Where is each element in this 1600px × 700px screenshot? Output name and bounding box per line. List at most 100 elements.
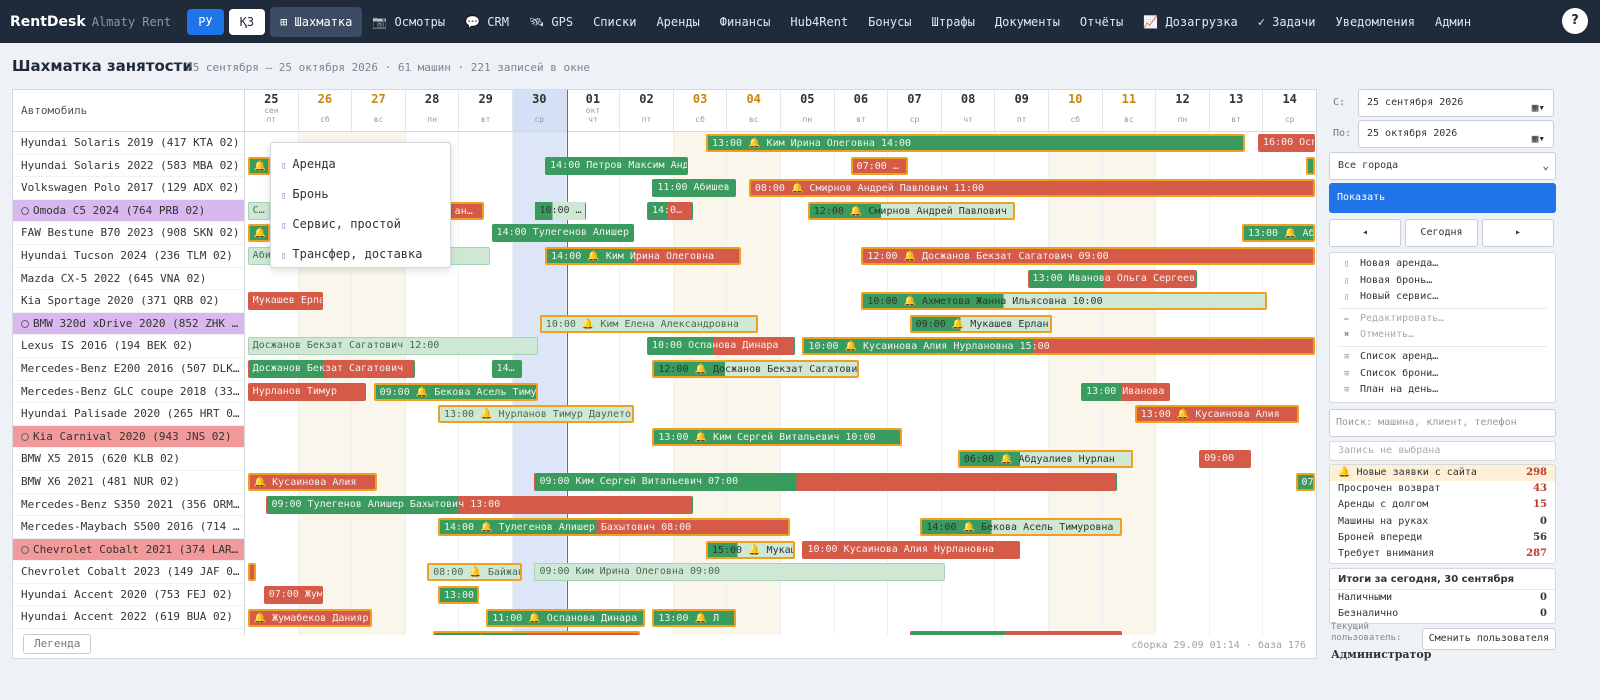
- booking-bar[interactable]: 14:00 🔔 Бекова Асель Тимуровна: [920, 518, 1123, 537]
- booking-bar[interactable]: 14:00 🔔 Тулегенов Алишер Бахытович 08:00: [437, 518, 790, 537]
- lang-kz-button[interactable]: ҚЗ: [228, 8, 266, 35]
- car-row[interactable]: Lexus IS 2016 (194 BEK 02): [13, 335, 244, 358]
- booking-bar[interactable]: Мукашев Ерлан: [247, 292, 324, 311]
- booking-bar[interactable]: 10:00 🔔 Ким Елена Александровна: [539, 314, 758, 333]
- car-row[interactable]: Hyundai Tucson 2024 (236 TLM 02): [13, 245, 244, 268]
- booking-bar[interactable]: 14:00 Тулегенов Алишер: [491, 224, 635, 243]
- context-menu-item[interactable]: ▯ Аренда: [271, 149, 450, 179]
- action-item[interactable]: ≡ План на день…: [1330, 382, 1555, 399]
- booking-bar[interactable]: 10:00 🔔 Кусаинова Алия Нурлановна 15:00: [802, 337, 1315, 356]
- nav-item[interactable]: 📈 Дозагрузка: [1143, 14, 1238, 29]
- calendar-icon[interactable]: ▦▾: [1531, 132, 1545, 145]
- booking-bar[interactable]: 16:00 Оспанова: [1258, 134, 1315, 152]
- stat-row[interactable]: Требует внимания 287: [1330, 546, 1555, 562]
- booking-bar[interactable]: 🔔: [247, 224, 270, 243]
- booking-bar[interactable]: 🔔 Жумабеков Данияр: [247, 608, 372, 627]
- nav-item[interactable]: Уведомления: [1335, 14, 1415, 29]
- nav-item[interactable]: Отчёты: [1079, 14, 1124, 29]
- car-row[interactable]: Mercedes-Benz E200 2016 (507 DLK 02): [13, 358, 244, 381]
- booking-bar[interactable]: 14:0…: [647, 201, 694, 220]
- car-row[interactable]: Chevrolet Cobalt 2023 (149 JAF 02): [13, 561, 244, 584]
- nav-item[interactable]: ✓ Задачи: [1257, 14, 1316, 29]
- booking-bar[interactable]: 13:00 🔔 Кусаинова Алия: [1134, 405, 1299, 424]
- booking-bar[interactable]: 13:00 🔔 Нурланов Тимур Даулетович: [437, 405, 635, 424]
- lang-ru-button[interactable]: РУ: [187, 8, 224, 35]
- car-row[interactable]: Kia Carnival 2020 (943 JNS 02): [13, 425, 244, 449]
- help-button[interactable]: ?: [1562, 8, 1588, 34]
- action-item[interactable]: ▯ Новый сервис…: [1330, 289, 1555, 306]
- booking-bar[interactable]: 13:00 🔔 Л: [652, 608, 737, 627]
- booking-bar[interactable]: 11:00 Абишев: [652, 179, 737, 198]
- booking-bar[interactable]: 10:00 Кусаинова Алия Нурлановна: [802, 540, 1021, 559]
- car-row[interactable]: FAW Bestune B70 2023 (908 SKN 02): [13, 222, 244, 245]
- booking-bar[interactable]: Нурланов Тимур: [247, 382, 367, 401]
- booking-bar[interactable]: 14…: [491, 360, 522, 378]
- nav-item[interactable]: Документы: [994, 14, 1060, 29]
- car-row[interactable]: Hyundai Solaris 2022 (583 MBA 02): [13, 155, 244, 178]
- stat-row[interactable]: Просрочен возврат 43: [1330, 481, 1555, 497]
- car-row[interactable]: Mercedes-Maybach S500 2016 (714 MYB 02): [13, 516, 244, 539]
- prev-period-button[interactable]: ◂: [1329, 219, 1401, 247]
- car-row[interactable]: Mercedes-Benz GLC coupe 2018 (333 AAA 02…: [13, 381, 244, 404]
- stat-row[interactable]: Аренды с долгом 15: [1330, 497, 1555, 513]
- car-row[interactable]: BMW X6 2021 (481 NUR 02): [13, 471, 244, 494]
- booking-bar[interactable]: 🔔: [247, 563, 257, 582]
- car-row[interactable]: Hyundai Palisade 2020 (265 HRT 02): [13, 403, 244, 426]
- nav-item[interactable]: ⊞ Шахматка: [270, 6, 363, 37]
- booking-bar[interactable]: 10:00 …: [534, 201, 587, 220]
- booking-bar[interactable]: 13:00 Иванова: [1081, 382, 1171, 401]
- car-row[interactable]: BMW 320d xDrive 2020 (852 ZHK 02): [13, 312, 244, 336]
- today-button[interactable]: Сегодня: [1405, 219, 1478, 247]
- booking-bar[interactable]: 07:00 Жумабеков: [263, 586, 324, 604]
- legend-button[interactable]: Легенда: [23, 634, 92, 654]
- nav-item[interactable]: Аренды: [656, 14, 700, 29]
- booking-bar[interactable]: 14:00 Петров Максим Андреевич: [545, 156, 688, 175]
- next-period-button[interactable]: ▸: [1482, 219, 1554, 247]
- show-button[interactable]: Показать: [1329, 183, 1556, 213]
- stat-row[interactable]: Броней впереди 56: [1330, 530, 1555, 546]
- booking-bar[interactable]: 12:00 🔔 Досжанов Бекзат Сагатович 09:00: [861, 247, 1315, 265]
- booking-bar[interactable]: 13:00 Иванова Ольга Сергеевна: [1027, 269, 1198, 288]
- booking-bar[interactable]: Досжанов Бекзат Сагатович 12:00: [247, 337, 538, 356]
- car-row[interactable]: BMW X5 2015 (620 KLB 02): [13, 448, 244, 471]
- car-row[interactable]: Hyundai Solaris 2019 (417 KTA 02): [13, 132, 244, 155]
- action-item[interactable]: ≡ Список брони…: [1330, 366, 1555, 383]
- booking-bar[interactable]: 12:00 🔔 Смирнов Андрей Павлович: [807, 201, 1015, 220]
- context-menu-item[interactable]: ▯ Трансфер, доставка: [271, 239, 450, 269]
- booking-bar[interactable]: 09:00: [1199, 450, 1251, 469]
- car-row[interactable]: Kia Sportage 2020 (371 QRB 02): [13, 290, 244, 313]
- car-row[interactable]: Chevrolet Cobalt 2021 (374 LAR 02): [13, 538, 244, 562]
- day-area[interactable]: 25 сен пт 26 сб 27 вс 28 пн 29 вт 30 ср 01 окт чт 0…: [245, 90, 1316, 635]
- booking-bar[interactable]: Досжанов Бекзат Сагатович: [247, 360, 415, 378]
- booking-bar[interactable]: 09:00 Ким Ирина Олеговна 09:00: [534, 563, 946, 582]
- nav-item[interactable]: Админ: [1434, 14, 1472, 29]
- context-menu-item[interactable]: ▯ Бронь: [271, 179, 450, 209]
- booking-bar[interactable]: 12:00 🔔 Досжанов Бекзат Сагатович: [652, 360, 860, 378]
- context-menu-item[interactable]: ▯ Сервис, простой: [271, 209, 450, 239]
- action-item[interactable]: ▯ Новая бронь…: [1330, 273, 1555, 290]
- booking-bar[interactable]: 09:00 🔔 Бекова Асель Тимуровна: [373, 382, 538, 401]
- booking-bar[interactable]: 07:00: [1295, 473, 1315, 491]
- booking-bar[interactable]: 10:00 Оспанова Динара: [647, 337, 796, 356]
- booking-bar[interactable]: 13:00 🔔: [432, 631, 640, 635]
- booking-bar[interactable]: 07:00 …: [850, 156, 908, 175]
- city-select[interactable]: Все города ⌄: [1329, 152, 1556, 180]
- booking-bar[interactable]: 09:00 Ким Сергей Витальевич 07:00: [534, 473, 1117, 491]
- action-item[interactable]: ▯ Новая аренда…: [1330, 256, 1555, 273]
- booking-bar[interactable]: 🔔: [247, 156, 270, 175]
- action-item[interactable]: ≡ Список аренд…: [1330, 349, 1555, 366]
- nav-item[interactable]: Списки: [593, 14, 637, 29]
- booking-bar[interactable]: 06:00 🔔 Абдуалиев Нурлан: [957, 450, 1133, 469]
- booking-bar[interactable]: 15:00 🔔 Мукашев: [705, 540, 796, 559]
- date-from-field[interactable]: 25 сентября 2026 ▦▾: [1358, 89, 1554, 117]
- nav-item[interactable]: Штрафы: [931, 14, 975, 29]
- nav-item[interactable]: 💬 CRM: [465, 14, 509, 29]
- car-row[interactable]: Hyundai Accent 2022 (619 BUA 02): [13, 606, 244, 630]
- stat-row[interactable]: Машины на руках 0: [1330, 514, 1555, 530]
- booking-bar[interactable]: 10:00: [909, 631, 1123, 635]
- booking-bar[interactable]: 13:00 🔔 Ким Сергей Витальевич 10:00: [652, 427, 903, 446]
- booking-bar[interactable]: 11:00 🔔 Оспанова Динара: [486, 608, 645, 627]
- nav-item[interactable]: Hub4Rent: [790, 14, 849, 29]
- booking-bar[interactable]: 13:00 🔔 Аб: [1241, 224, 1315, 243]
- calendar-icon[interactable]: ▦▾: [1531, 101, 1545, 114]
